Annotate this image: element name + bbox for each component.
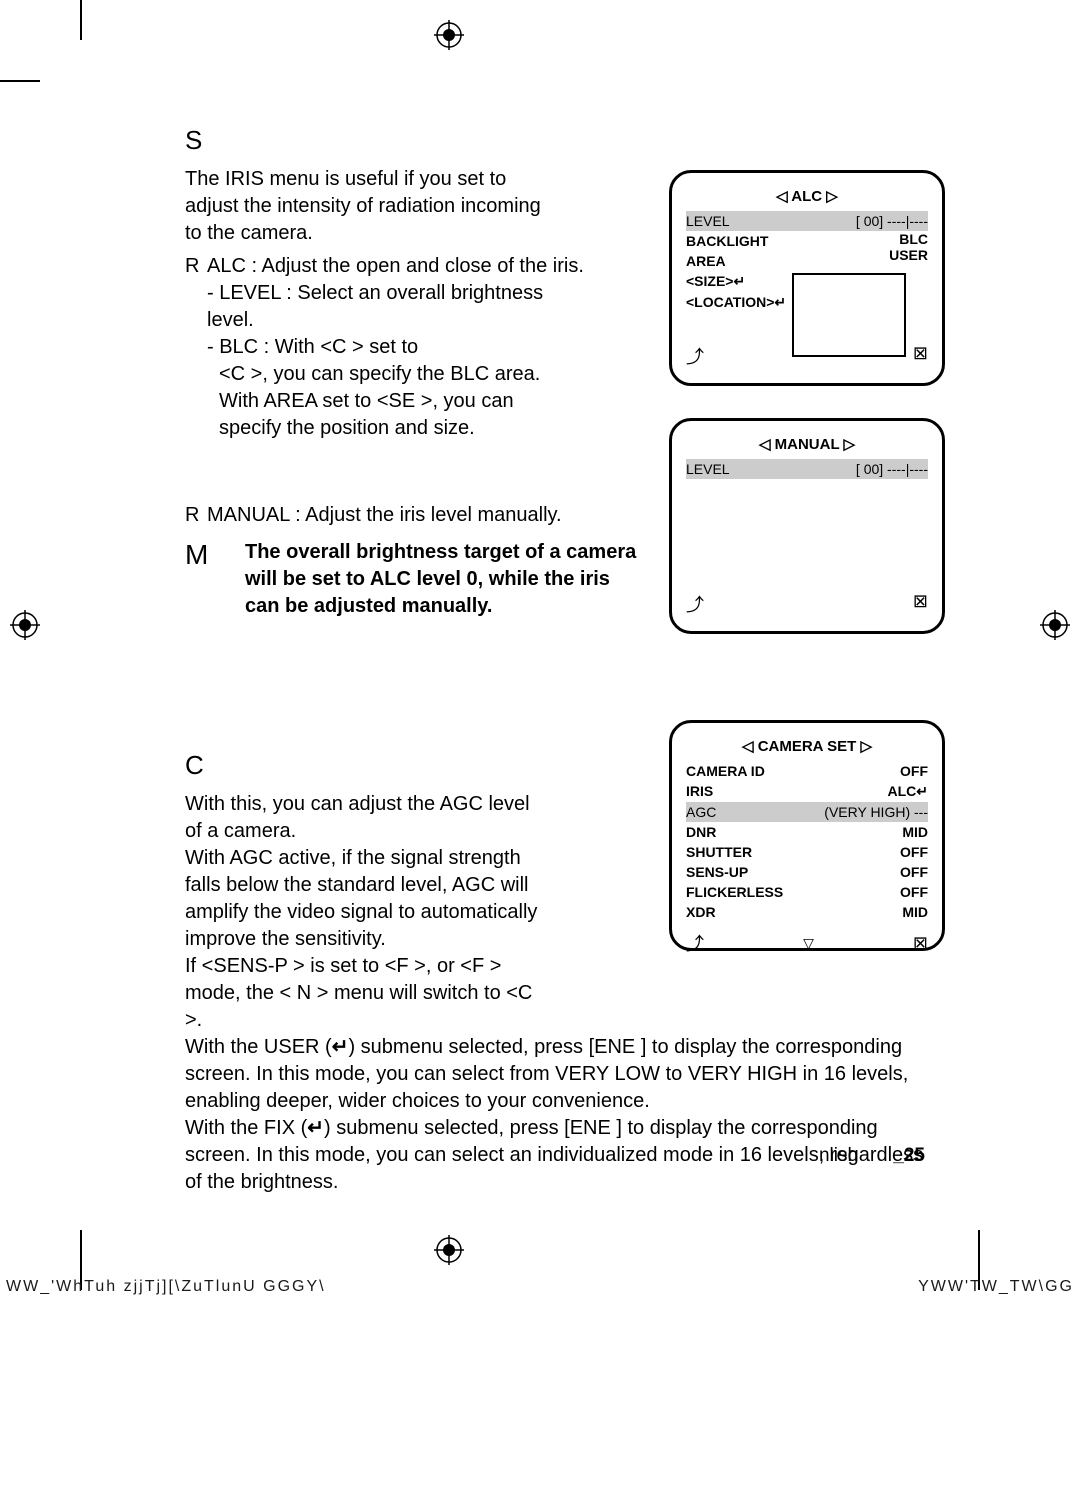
iris-note: The overall brightness target of a camer… bbox=[245, 539, 645, 620]
agc-p2: With AGC active, if the signal strength … bbox=[185, 845, 540, 953]
crop-mark-v-tl bbox=[80, 0, 82, 40]
print-footer-left: WW_'WhTuh zjjTj][\ZuTlunU GGGY\ bbox=[6, 1278, 326, 1296]
agc-p3b: mode, the < N > menu will switch to <C >… bbox=[185, 982, 532, 1031]
registration-mark-bottom bbox=[434, 1235, 464, 1265]
iris-blc-2: <C >, you can specify the BLC area. bbox=[219, 361, 547, 388]
enter-icon bbox=[332, 1036, 349, 1058]
footer-page: _25 bbox=[893, 1145, 925, 1166]
iris-blc-4: specify the position and size. bbox=[219, 415, 547, 442]
print-footer: WW_'WhTuh zjjTj][\ZuTlunU GGGY\ YWW'TW_T… bbox=[0, 1278, 1080, 1296]
print-footer-right: YWW'TW_TW\GG bbox=[918, 1278, 1074, 1296]
iris-manual-line: MANUAL : Adjust the iris level manually. bbox=[207, 502, 562, 529]
agc-section-title: C bbox=[185, 750, 925, 781]
bullet-letter: R bbox=[185, 253, 207, 280]
iris-blc-1: - BLC : With <C > set to bbox=[207, 334, 547, 361]
note-letter: M bbox=[185, 539, 245, 620]
iris-intro: The IRIS menu is useful if you set to ad… bbox=[185, 166, 545, 247]
iris-alc-line: ALC : Adjust the open and close of the i… bbox=[207, 253, 584, 280]
iris-blc-3: With AREA set to <SE >, you can bbox=[219, 388, 547, 415]
registration-mark-left bbox=[10, 610, 40, 640]
agc-p3a: If <SENS-P > is set to <F >, or <F > bbox=[185, 955, 501, 977]
registration-mark-right bbox=[1040, 610, 1070, 640]
agc-p4a: With the USER ( bbox=[185, 1036, 332, 1058]
bullet-letter: R bbox=[185, 502, 207, 529]
agc-p5a: With the FIX ( bbox=[185, 1117, 307, 1139]
footer-label: nlish bbox=[819, 1145, 858, 1166]
crop-mark-h-tl bbox=[0, 80, 40, 82]
enter-icon bbox=[307, 1117, 324, 1139]
agc-p1: With this, you can adjust the AGC level … bbox=[185, 791, 540, 845]
iris-section-title: S bbox=[185, 125, 925, 156]
iris-level-line: - LEVEL : Select an overall brightness l… bbox=[207, 280, 567, 334]
page-content: S The IRIS menu is useful if you set to … bbox=[185, 125, 925, 1196]
registration-mark-top bbox=[434, 20, 464, 50]
page-footer: nlish _25 bbox=[185, 1145, 925, 1167]
